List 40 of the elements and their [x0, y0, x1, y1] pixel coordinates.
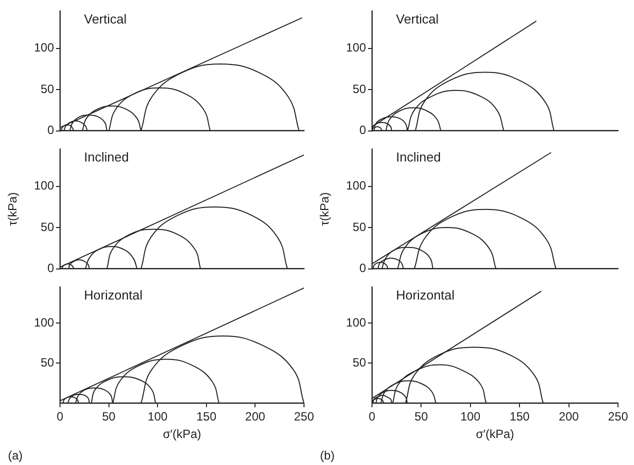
- y-tick-label: 0: [359, 261, 366, 276]
- y-tick-label: 50: [40, 356, 54, 370]
- x-tick-label: 100: [148, 410, 168, 424]
- y-tick-label: 50: [352, 356, 366, 370]
- annotation: Inclined: [84, 149, 129, 164]
- annotation: Vertical: [84, 11, 127, 26]
- x-tick-label: 50: [102, 410, 116, 424]
- x-tick-label: 0: [368, 410, 376, 424]
- x-axis-title: σ′(kPa): [162, 427, 202, 442]
- y-tick-label: 50: [352, 220, 366, 234]
- text: (b): [320, 448, 335, 462]
- x-tick-label: 100: [460, 410, 481, 424]
- annotation: Horizontal: [396, 287, 455, 302]
- x-tick-label: 200: [245, 410, 266, 424]
- y-tick-label: 50: [40, 82, 54, 96]
- y-tick-label: 100: [346, 316, 366, 330]
- annotation: Horizontal: [84, 287, 143, 302]
- y-axis-title: τ(kPa): [318, 192, 332, 226]
- x-tick-label: 250: [608, 410, 628, 424]
- annotation: Inclined: [396, 149, 441, 164]
- x-tick-label: 50: [414, 410, 428, 424]
- y-tick-label: 100: [34, 316, 54, 330]
- y-axis-title: τ(kPa): [6, 192, 20, 226]
- y-tick-label: 100: [34, 178, 54, 193]
- y-tick-label: 50: [352, 82, 366, 96]
- x-tick-label: 250: [294, 410, 314, 424]
- x-tick-label: 0: [56, 410, 64, 424]
- y-tick-label: 100: [346, 40, 366, 55]
- annotation: Vertical: [396, 11, 439, 26]
- x-tick-label: 150: [196, 410, 217, 424]
- y-tick-label: 0: [359, 123, 366, 138]
- x-axis-title: σ′(kPa): [476, 427, 514, 442]
- y-tick-label: 50: [40, 220, 54, 234]
- x-tick-label: 200: [558, 410, 580, 424]
- text: (a): [8, 448, 23, 462]
- y-tick-label: 100: [346, 178, 366, 193]
- y-tick-label: 0: [47, 261, 54, 276]
- y-tick-label: 100: [34, 40, 54, 55]
- x-tick-label: 150: [510, 410, 530, 424]
- y-tick-label: 0: [47, 123, 54, 138]
